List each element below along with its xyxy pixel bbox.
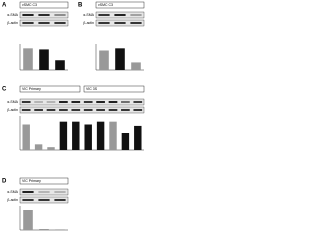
- blot-label: α-SMA: [7, 13, 18, 17]
- bar: [84, 124, 92, 150]
- header: VIC 3S: [86, 87, 98, 91]
- blot-band: [121, 101, 130, 103]
- blot-band: [46, 101, 56, 103]
- bar: [115, 48, 125, 70]
- header: VIC Primary: [22, 87, 41, 91]
- blot-band: [38, 199, 50, 201]
- blot-label: α-SMA: [83, 13, 94, 17]
- bar: [23, 210, 33, 230]
- blot-band: [83, 109, 93, 111]
- header-box: [95, 1, 145, 9]
- blot-frame: [19, 106, 145, 114]
- header: vSMC C3: [98, 3, 113, 7]
- blot-band: [71, 101, 81, 103]
- blot-band: [96, 101, 105, 103]
- blot-band: [98, 22, 110, 24]
- bar: [59, 121, 68, 150]
- blot-label: β-actin: [7, 198, 18, 202]
- blot-band: [54, 199, 66, 201]
- panel-label: D: [2, 179, 7, 185]
- blot-band: [22, 22, 34, 24]
- blot-band: [114, 22, 126, 24]
- panel-label: A: [2, 3, 7, 9]
- blot-band: [54, 22, 66, 24]
- blot-band: [96, 109, 105, 111]
- header-box: [19, 85, 81, 93]
- blot-label: α-SMA: [7, 190, 18, 194]
- blot-band: [46, 109, 56, 111]
- blot-band: [71, 109, 81, 111]
- bar: [55, 229, 65, 230]
- header-box: [19, 1, 69, 9]
- bar: [121, 133, 130, 150]
- blot-band: [34, 101, 43, 103]
- blot-band: [22, 191, 34, 193]
- bar: [96, 121, 105, 150]
- bar: [39, 49, 49, 70]
- blot-frame: [19, 98, 145, 106]
- blot-label: β-actin: [83, 21, 94, 25]
- bar: [131, 62, 141, 70]
- blot-band: [59, 101, 68, 103]
- blot-band: [54, 14, 66, 16]
- bar: [55, 60, 65, 70]
- bar: [134, 125, 142, 150]
- blot-label: β-actin: [7, 21, 18, 25]
- blot-band: [130, 22, 142, 24]
- panel-label: B: [78, 3, 83, 9]
- bar: [99, 50, 109, 70]
- header: vSMC C3: [22, 3, 37, 7]
- bar: [23, 48, 33, 70]
- blot-band: [98, 14, 110, 16]
- bar: [22, 124, 30, 150]
- blot-band: [38, 22, 50, 24]
- blot-band: [133, 109, 143, 111]
- blot-band: [130, 14, 142, 16]
- bar: [47, 147, 55, 150]
- blot-band: [108, 109, 118, 111]
- blot-band: [21, 109, 31, 111]
- bar: [39, 229, 49, 230]
- blot-band: [108, 101, 118, 103]
- blot-band: [114, 14, 126, 16]
- blot-label: β-actin: [7, 108, 18, 112]
- blot-frame: [19, 188, 69, 196]
- header-box: [83, 85, 145, 93]
- blot-band: [121, 109, 130, 111]
- blot-band: [21, 101, 31, 103]
- blot-band: [54, 191, 66, 193]
- bar: [34, 144, 43, 150]
- blot-band: [38, 191, 50, 193]
- blot-band: [22, 14, 34, 16]
- bar: [109, 121, 117, 150]
- blot-label: α-SMA: [7, 100, 18, 104]
- blot-band: [22, 199, 34, 201]
- header: VIC Primary: [22, 179, 41, 183]
- panel-label: C: [2, 87, 7, 93]
- header-box: [19, 177, 69, 185]
- blot-band: [59, 109, 68, 111]
- blot-band: [38, 14, 50, 16]
- bar: [72, 121, 80, 150]
- blot-band: [133, 101, 143, 103]
- blot-band: [83, 101, 93, 103]
- blot-band: [34, 109, 43, 111]
